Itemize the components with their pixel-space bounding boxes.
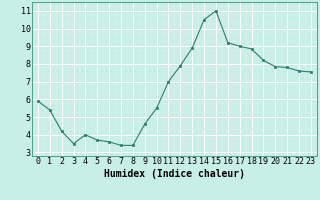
X-axis label: Humidex (Indice chaleur): Humidex (Indice chaleur) — [104, 169, 245, 179]
